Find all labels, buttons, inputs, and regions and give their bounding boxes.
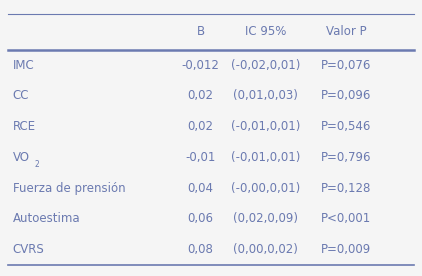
Text: Autoestima: Autoestima bbox=[13, 212, 80, 225]
Text: P=0,128: P=0,128 bbox=[321, 182, 371, 195]
Text: VO: VO bbox=[13, 151, 30, 164]
Text: -0,012: -0,012 bbox=[181, 59, 219, 71]
Text: CVRS: CVRS bbox=[13, 243, 44, 256]
Text: (-0,01,0,01): (-0,01,0,01) bbox=[231, 120, 300, 133]
Text: P=0,009: P=0,009 bbox=[321, 243, 371, 256]
Text: 0,04: 0,04 bbox=[187, 182, 214, 195]
Text: Valor P: Valor P bbox=[326, 25, 366, 38]
Text: B: B bbox=[196, 25, 205, 38]
Text: (0,00,0,02): (0,00,0,02) bbox=[233, 243, 298, 256]
Text: (0,02,0,09): (0,02,0,09) bbox=[233, 212, 298, 225]
Text: 0,06: 0,06 bbox=[187, 212, 214, 225]
Text: CC: CC bbox=[13, 89, 29, 102]
Text: (0,01,0,03): (0,01,0,03) bbox=[233, 89, 298, 102]
Text: Fuerza de prensión: Fuerza de prensión bbox=[13, 182, 125, 195]
Text: (-0,01,0,01): (-0,01,0,01) bbox=[231, 151, 300, 164]
Text: P=0,546: P=0,546 bbox=[321, 120, 371, 133]
Text: P=0,096: P=0,096 bbox=[321, 89, 371, 102]
Text: IMC: IMC bbox=[13, 59, 35, 71]
Text: P=0,076: P=0,076 bbox=[321, 59, 371, 71]
Text: (-0,00,0,01): (-0,00,0,01) bbox=[231, 182, 300, 195]
Text: RCE: RCE bbox=[13, 120, 36, 133]
Text: P<0,001: P<0,001 bbox=[321, 212, 371, 225]
Text: 0,08: 0,08 bbox=[187, 243, 214, 256]
Text: (-0,02,0,01): (-0,02,0,01) bbox=[231, 59, 300, 71]
Text: 2: 2 bbox=[35, 160, 39, 169]
Text: IC 95%: IC 95% bbox=[245, 25, 287, 38]
Text: -0,01: -0,01 bbox=[185, 151, 216, 164]
Text: 0,02: 0,02 bbox=[187, 120, 214, 133]
Text: 0,02: 0,02 bbox=[187, 89, 214, 102]
Text: P=0,796: P=0,796 bbox=[321, 151, 371, 164]
Text: 2: 2 bbox=[0, 275, 1, 276]
